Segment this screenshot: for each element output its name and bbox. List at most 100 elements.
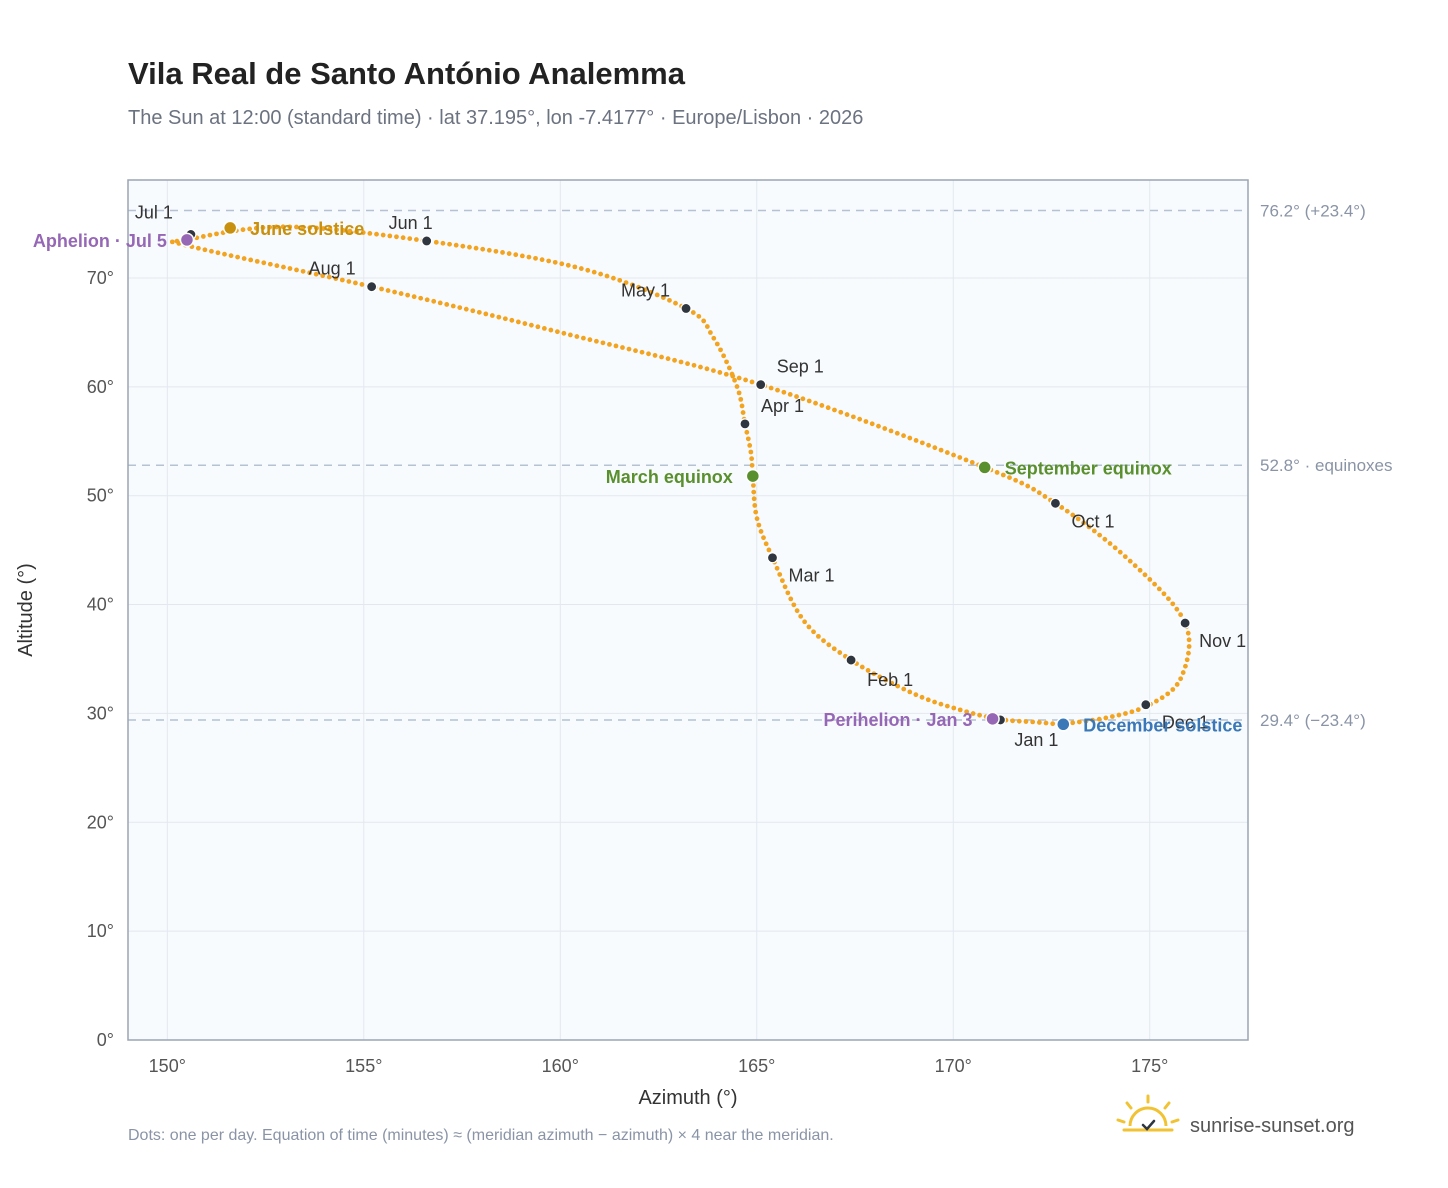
daily-sun-dot <box>463 306 469 312</box>
daily-sun-dot <box>320 273 326 279</box>
daily-sun-dot <box>1070 720 1076 726</box>
daily-sun-dot <box>723 371 729 377</box>
daily-sun-dot <box>734 384 740 389</box>
daily-sun-dot <box>813 400 818 406</box>
daily-sun-dot <box>696 313 702 319</box>
daily-sun-dot <box>698 364 703 370</box>
daily-sun-dot <box>1174 682 1180 687</box>
daily-sun-dot <box>838 409 844 415</box>
daily-sun-dot <box>1000 472 1006 478</box>
daily-sun-dot <box>660 295 666 300</box>
month-marker <box>366 281 378 293</box>
daily-sun-dot <box>353 280 358 286</box>
daily-sun-dot <box>1010 718 1015 724</box>
daily-sun-dot <box>585 267 591 273</box>
daily-sun-dot <box>785 590 791 596</box>
daily-sun-dot <box>633 348 638 354</box>
month-marker <box>845 654 857 666</box>
daily-sun-dot <box>964 709 970 715</box>
daily-sun-dot <box>1135 707 1141 713</box>
y-tick-label: 30° <box>87 703 114 723</box>
daily-sun-dot <box>877 674 883 680</box>
daily-sun-dot <box>1107 541 1113 546</box>
daily-sun-dot <box>707 330 713 335</box>
daily-sun-dot <box>307 225 313 231</box>
daily-sun-dot <box>919 694 925 700</box>
month-marker <box>1049 497 1062 509</box>
daily-sun-dot <box>1013 477 1019 483</box>
daily-sun-dot <box>509 317 515 323</box>
daily-sun-dot <box>869 421 875 427</box>
daily-sun-dot <box>951 452 956 458</box>
daily-sun-dot <box>260 225 266 231</box>
event-marker <box>977 460 992 475</box>
daily-sun-dot <box>756 522 762 528</box>
reference-lines: 76.2° (+23.4°) 52.8° · equinoxes 29.4° (−2… <box>128 201 1393 730</box>
daily-sun-dot <box>572 264 578 270</box>
daily-sun-dot <box>821 638 826 644</box>
month-marker <box>755 379 767 391</box>
daily-sun-dot <box>287 224 293 230</box>
sun-logo-icon <box>1116 1094 1180 1132</box>
daily-sun-dot <box>533 255 538 261</box>
daily-sun-dot <box>169 239 175 245</box>
daily-sun-dot <box>704 324 710 329</box>
x-tick-label: 160° <box>542 1056 579 1076</box>
daily-sun-dot <box>1122 554 1128 560</box>
daily-sun-dot <box>559 261 565 267</box>
daily-sun-dot <box>200 234 206 239</box>
daily-sun-dot <box>222 251 227 257</box>
daily-sun-dot <box>726 365 732 371</box>
daily-sun-dot <box>1152 581 1158 587</box>
daily-sun-dot <box>267 224 273 230</box>
daily-sun-dot <box>704 366 710 372</box>
daily-sun-dot <box>691 362 697 368</box>
event-marker <box>985 711 1000 727</box>
daily-sun-dot <box>837 650 843 655</box>
daily-sun-dot <box>535 324 541 330</box>
daily-sun-dot <box>574 334 580 339</box>
chart-title: Vila Real de Santo António Analemma <box>128 56 686 91</box>
daily-sun-dot <box>253 225 259 231</box>
daily-sun-dot <box>202 247 208 253</box>
daily-sun-dot <box>1019 480 1025 486</box>
daily-sun-dot <box>787 392 793 397</box>
daily-sun-dot <box>1091 528 1097 534</box>
plot-frame <box>127 179 1249 1041</box>
daily-sun-dot <box>816 633 821 639</box>
y-tick-label: 50° <box>87 486 114 506</box>
daily-sun-dot <box>254 258 260 264</box>
daily-sun-dot <box>781 389 787 395</box>
daily-sun-dot <box>496 314 502 320</box>
daily-sun-dot <box>963 457 969 463</box>
daily-sun-dot <box>659 354 664 360</box>
daily-sun-dot <box>859 664 865 670</box>
daily-sun-dot <box>267 261 273 267</box>
daily-sun-dot <box>724 359 729 365</box>
daily-sun-dot <box>617 277 623 283</box>
y-tick-label: 70° <box>87 268 114 288</box>
daily-sun-dot <box>646 351 651 357</box>
daily-sun-dot <box>761 535 766 541</box>
daily-sun-dot <box>1097 532 1103 538</box>
daily-sun-dot <box>280 224 286 230</box>
daily-sun-dot <box>907 435 913 441</box>
daily-sun-dot <box>554 329 560 335</box>
event-marker-label: Aphelion · Jul 5 <box>33 231 167 251</box>
daily-sun-dot <box>1109 714 1115 719</box>
daily-sun-dot <box>594 338 599 344</box>
daily-sun-dot <box>711 368 716 374</box>
daily-sun-dot <box>407 236 413 242</box>
daily-sun-dot <box>339 277 345 283</box>
daily-sun-dot <box>483 311 489 317</box>
daily-sun-dot <box>600 340 606 346</box>
daily-sun-dot <box>798 613 804 619</box>
y-axis-label: Altitude (°) <box>15 563 37 657</box>
daily-sun-dot <box>1165 691 1171 697</box>
month-marker <box>766 552 779 564</box>
event-marker-label: June solstice <box>250 219 364 239</box>
daily-sun-dot <box>1170 601 1176 607</box>
daily-sun-dot <box>1185 630 1191 636</box>
daily-sun-dot <box>1127 558 1133 564</box>
daily-sun-dot <box>367 230 373 236</box>
